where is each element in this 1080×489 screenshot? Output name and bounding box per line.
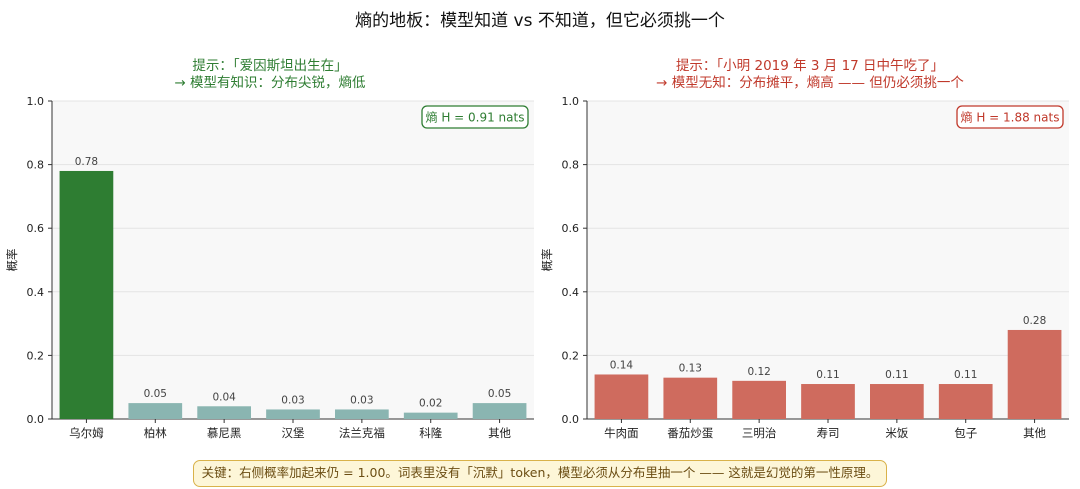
left-xtick-label: 乌尔姆 [69, 426, 104, 440]
left-chart: 0.0 0.2 0.4 0.6 0.8 1.0 概率 0.78 乌尔姆 0.05 柏林 0.04 慕尼黑… [5, 95, 534, 440]
right-bar-value-label: 0.13 [679, 363, 702, 375]
right-chart: 0.0 0.2 0.4 0.6 0.8 1.0 概率 0.14 牛肉面 0.13 番茄炒蛋 0.12 三… [540, 95, 1069, 440]
left-bar-value-label: 0.04 [212, 391, 236, 403]
right-xtick-label: 牛肉面 [604, 426, 639, 440]
left-ytick-label: 0.4 [27, 286, 45, 299]
left-entropy-box [421, 105, 529, 129]
figure-suptitle: 熵的地板：模型知道 vs 不知道，但它必须挑一个 [355, 11, 725, 31]
right-ytick-label: 0.8 [562, 159, 580, 172]
right-ytick-label: 0.6 [562, 222, 580, 235]
left-ytick-label: 0.0 [27, 413, 45, 426]
right-bar [732, 380, 786, 419]
right-ytick-label: 0.0 [562, 413, 580, 426]
left-ylabel: 概率 [5, 249, 19, 272]
left-xtick-label: 其他 [488, 426, 511, 440]
left-bar-value-label: 0.05 [144, 388, 167, 400]
right-ytick-label: 1.0 [562, 95, 580, 108]
left-xtick-label: 柏林 [144, 426, 167, 440]
right-ytick-label: 0.4 [562, 286, 580, 299]
left-xtick-label: 法兰克福 [339, 426, 385, 440]
left-bar-value-label: 0.02 [419, 398, 442, 410]
right-bar-value-label: 0.28 [1023, 315, 1046, 327]
right-bar-value-label: 0.11 [816, 369, 839, 381]
right-chart-title-line2: → 模型无知：分布摊平，熵高 —— 但仍必须挑一个 [656, 75, 964, 91]
charts-svg: 0.0 0.2 0.4 0.6 0.8 1.0 概率 0.78 乌尔姆 0.05 柏林 0.04 慕尼黑… [5, 95, 1069, 440]
left-ytick-label: 0.6 [27, 222, 45, 235]
right-ylabel: 概率 [540, 249, 554, 272]
left-bar [403, 412, 458, 419]
right-bar [801, 384, 855, 419]
right-entropy-box [956, 105, 1064, 129]
right-plot-area [587, 101, 1069, 419]
left-entropy-label: 熵 H = 0.91 nats [426, 110, 525, 125]
left-bar [197, 406, 251, 419]
left-ytick-label: 0.2 [27, 349, 45, 362]
right-xtick-label: 三明治 [742, 426, 777, 440]
left-xtick-label: 汉堡 [282, 426, 305, 440]
right-bar [938, 384, 993, 419]
left-bar-value-label: 0.05 [488, 388, 511, 400]
left-ytick-label: 0.8 [27, 159, 45, 172]
right-bar-value-label: 0.11 [885, 369, 908, 381]
right-bar-value-label: 0.14 [610, 359, 634, 371]
left-bar [472, 403, 527, 419]
left-chart-title: 提示：「爱因斯坦出生在」 → 模型有知识：分布尖锐，熵低 [0, 58, 540, 92]
left-bar-value-label: 0.03 [281, 394, 304, 406]
left-xtick-label: 慕尼黑 [207, 426, 242, 440]
left-xtick-label: 科隆 [419, 426, 442, 440]
left-bar-value-label: 0.78 [75, 156, 98, 168]
left-chart-panel: 提示：「爱因斯坦出生在」 → 模型有知识：分布尖锐，熵低 [0, 56, 540, 456]
left-bar [266, 409, 320, 419]
right-bar [663, 377, 718, 419]
right-xtick-label: 寿司 [817, 426, 840, 440]
left-plot-area [52, 101, 534, 419]
left-chart-title-line1: 提示：「爱因斯坦出生在」 [192, 58, 348, 74]
right-xtick-label: 番茄炒蛋 [667, 426, 713, 440]
right-bar [870, 384, 924, 419]
left-ytick-label: 1.0 [27, 95, 45, 108]
right-chart-panel: 提示：「小明 2019 年 3 月 17 日中午吃了」 → 模型无知：分布摊平，… [540, 56, 1080, 456]
right-bar-value-label: 0.11 [954, 369, 977, 381]
left-chart-title-line2: → 模型有知识：分布尖锐，熵低 [174, 75, 366, 91]
right-xtick-label: 米饭 [885, 426, 908, 440]
left-bar [128, 403, 183, 419]
right-bar [1007, 329, 1062, 419]
right-entropy-label: 熵 H = 1.88 nats [961, 110, 1060, 125]
right-xtick-label: 包子 [954, 426, 977, 440]
right-bar-value-label: 0.12 [747, 366, 770, 378]
right-chart-title: 提示：「小明 2019 年 3 月 17 日中午吃了」 → 模型无知：分布摊平，… [540, 58, 1080, 92]
right-xtick-label: 其他 [1023, 426, 1046, 440]
left-bar-value-label: 0.03 [350, 394, 373, 406]
footer-key-note: 关键：右侧概率加起来仍 = 1.00。词表里没有「沉默」token，模型必须从分… [193, 460, 887, 487]
right-chart-title-line1: 提示：「小明 2019 年 3 月 17 日中午吃了」 [675, 58, 945, 74]
left-bar [59, 170, 114, 419]
right-ytick-label: 0.2 [562, 349, 580, 362]
left-bar [335, 409, 389, 419]
right-bar [594, 374, 649, 419]
